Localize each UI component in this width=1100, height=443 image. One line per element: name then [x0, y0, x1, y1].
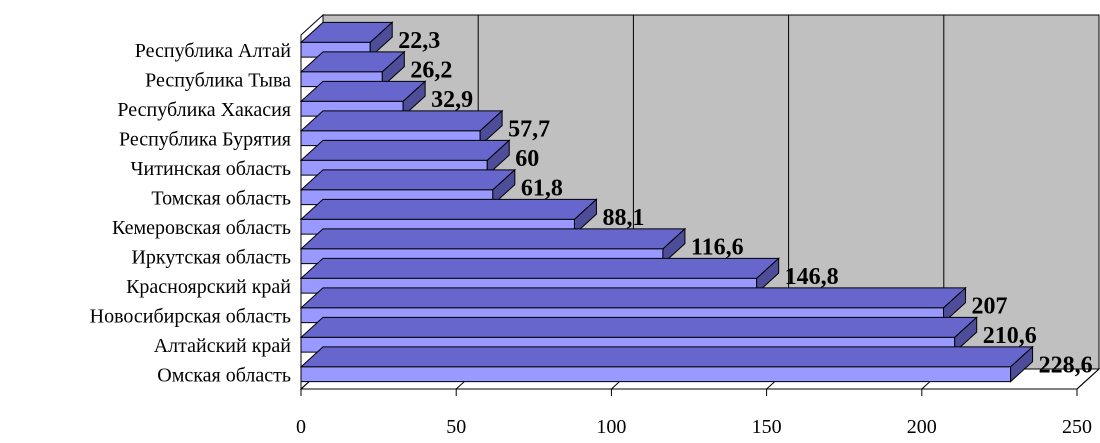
category-label: Республика Алтай: [135, 40, 291, 62]
bar-front: [300, 366, 1012, 383]
x-tick-label: 0: [296, 416, 306, 438]
bar-top: [299, 316, 978, 338]
bar: [299, 345, 1034, 383]
x-tick-label: 150: [752, 416, 782, 438]
data-label: 22,3: [398, 28, 440, 54]
data-label: 210,6: [983, 323, 1037, 349]
value-labels: 22,3 26,2 32,9 57,7 60 61,8 88,1 116,6 146,8 207 2…: [398, 28, 1092, 379]
data-label: 26,2: [410, 57, 452, 83]
bar-top: [299, 139, 511, 161]
data-label: 207: [972, 293, 1008, 319]
category-label: Алтайский край: [154, 335, 292, 357]
bar-top: [299, 257, 780, 279]
bar-top: [299, 110, 504, 132]
bar-end: [1010, 345, 1034, 383]
category-labels: Республика Алтай Республика Тыва Республик…: [90, 40, 292, 387]
data-label: 61,8: [521, 175, 563, 201]
bar-top: [299, 228, 687, 250]
bar-top: [299, 169, 517, 191]
category-label: Читинская область: [131, 158, 292, 180]
floor-gridline: [1076, 368, 1100, 390]
category-label: Кемеровская область: [112, 217, 291, 239]
x-tick-label: 100: [596, 416, 626, 438]
data-label: 116,6: [691, 234, 744, 260]
data-label: 228,6: [1039, 352, 1093, 378]
data-label: 32,9: [431, 87, 473, 113]
bars: [299, 21, 1034, 383]
data-label: 60: [515, 146, 539, 172]
data-label: 88,1: [602, 205, 644, 231]
data-label: 57,7: [508, 116, 550, 142]
bar-top: [299, 287, 967, 309]
x-tick-label: 250: [1062, 416, 1092, 438]
category-label: Новосибирская область: [90, 305, 291, 327]
x-tick-label: 200: [907, 416, 937, 438]
category-label: Республика Хакасия: [117, 99, 291, 121]
category-label: Республика Тыва: [145, 69, 291, 91]
x-axis: 0 50 100 150 200 250: [296, 388, 1092, 438]
data-label: 146,8: [785, 264, 839, 290]
category-label: Томская область: [151, 187, 291, 209]
bar-top: [299, 346, 1034, 368]
bar-top: [299, 198, 598, 220]
category-label: Омская область: [157, 364, 291, 386]
category-label: Иркутская область: [131, 246, 291, 268]
category-label: Республика Бурятия: [119, 128, 291, 150]
x-tick-label: 50: [446, 416, 466, 438]
category-label: Красноярский край: [126, 276, 291, 298]
